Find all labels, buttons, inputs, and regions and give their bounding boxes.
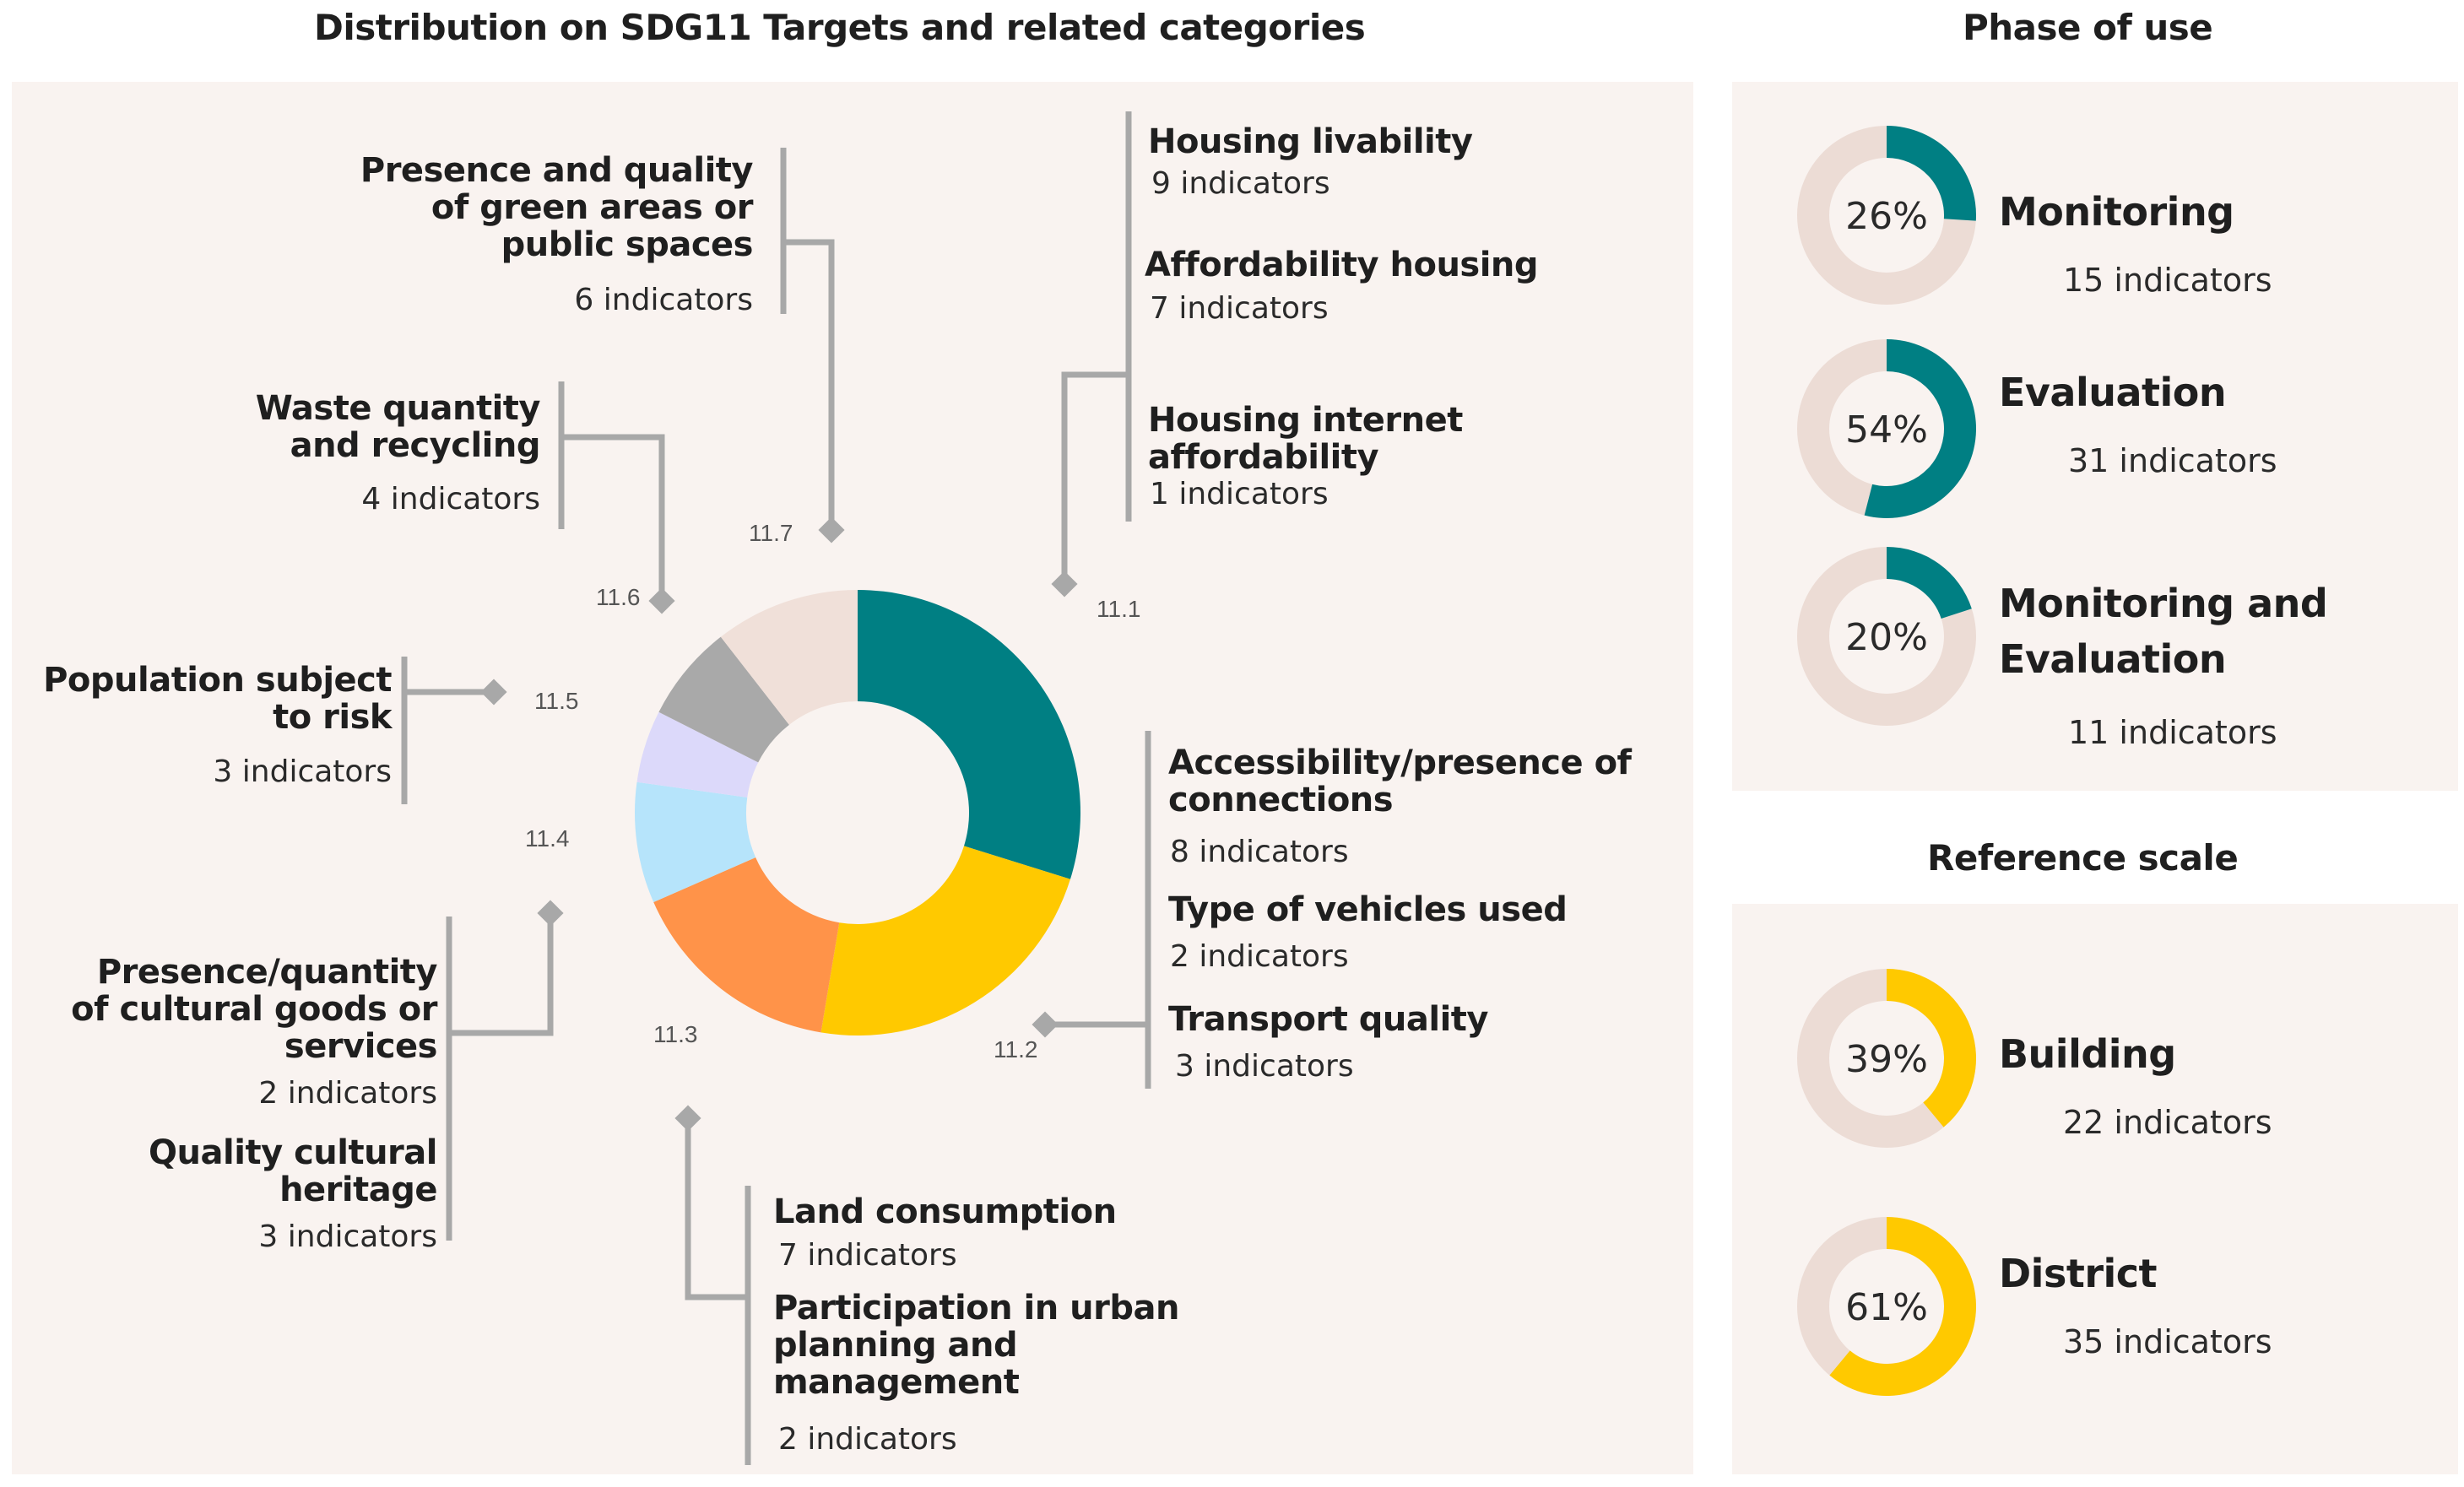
phase-evaluation-count: 31 indicators bbox=[2068, 442, 2277, 479]
connector-11-1 bbox=[1061, 111, 1132, 584]
scale-building-count: 22 indicators bbox=[2063, 1104, 2272, 1141]
marker-11-6 bbox=[648, 587, 675, 614]
ring-value-evaluation bbox=[1864, 339, 1977, 518]
category-waste: Waste quantity and recycling bbox=[255, 389, 541, 465]
scale-building-label: Building bbox=[1999, 1031, 2176, 1077]
category-land-consumption-count: 7 indicators bbox=[778, 1238, 957, 1273]
sdg11-donut bbox=[635, 590, 1080, 1035]
ring-value-monitoring bbox=[1887, 126, 1976, 221]
category-participation-planning: Participation in urban planning and mana… bbox=[773, 1289, 1179, 1402]
target-code-11-6: 11.6 bbox=[596, 584, 641, 610]
marker-11-2 bbox=[1032, 1011, 1059, 1038]
ring-percent-monitoring-and-evaluation: 20% bbox=[1845, 616, 1928, 659]
category-accessibility-connections: Accessibility/presence of connections bbox=[1168, 744, 1632, 819]
connector-11-5 bbox=[401, 657, 494, 804]
phase-monitoring-count: 15 indicators bbox=[2063, 262, 2272, 299]
connector-11-3 bbox=[685, 1118, 751, 1465]
phase-monitoring-evaluation-count: 11 indicators bbox=[2068, 714, 2277, 751]
donut-slice-11-3 bbox=[653, 857, 840, 1033]
scale-district-label: District bbox=[1999, 1251, 2158, 1296]
category-housing-internet: Housing internet affordability bbox=[1148, 401, 1463, 477]
donut-slice-11-2 bbox=[820, 846, 1070, 1035]
marker-11-7 bbox=[818, 516, 845, 543]
donut-slice-11-4 bbox=[635, 781, 756, 903]
target-code-11-1: 11.1 bbox=[1097, 596, 1141, 622]
category-population-risk-count: 3 indicators bbox=[213, 754, 392, 789]
ring-percent-monitoring: 26% bbox=[1845, 195, 1928, 238]
connector-11-4 bbox=[446, 913, 554, 1241]
category-housing-internet-count: 1 indicators bbox=[1150, 477, 1329, 511]
category-waste-count: 4 indicators bbox=[361, 482, 540, 516]
category-housing-livability: Housing livability bbox=[1148, 122, 1473, 161]
connector-11-2 bbox=[1045, 731, 1151, 1089]
main-chart-panel bbox=[12, 82, 1693, 1474]
ring-percent-district: 61% bbox=[1845, 1286, 1928, 1329]
phase-of-use-title: Phase of use bbox=[1963, 7, 2213, 48]
category-accessibility-connections-count: 8 indicators bbox=[1170, 835, 1349, 869]
marker-11-1 bbox=[1051, 570, 1078, 598]
marker-11-3 bbox=[674, 1105, 701, 1132]
category-cultural-goods: Presence/quantity of cultural goods or s… bbox=[71, 953, 437, 1066]
connector-11-7 bbox=[780, 148, 835, 530]
category-population-risk: Population subject to risk bbox=[43, 661, 392, 737]
donut-slice-11-7 bbox=[720, 590, 858, 725]
target-code-11-7: 11.7 bbox=[749, 520, 793, 546]
ring-value-building bbox=[1887, 969, 1976, 1127]
target-code-11-5: 11.5 bbox=[534, 688, 579, 714]
ring-value-monitoring-and-evaluation bbox=[1887, 547, 1972, 619]
donut-slice-11-6 bbox=[658, 636, 789, 763]
reference-scale-title: Reference scale bbox=[1927, 837, 2239, 879]
scale-district-count: 35 indicators bbox=[2063, 1323, 2272, 1360]
category-cultural-heritage-count: 3 indicators bbox=[258, 1219, 437, 1254]
category-cultural-heritage: Quality cultural heritage bbox=[149, 1133, 437, 1209]
phase-monitoring-label: Monitoring bbox=[1999, 189, 2234, 235]
category-affordability-housing: Affordability housing bbox=[1145, 246, 1539, 284]
main-chart-title: Distribution on SDG11 Targets and relate… bbox=[314, 7, 1366, 48]
category-green-areas-count: 6 indicators bbox=[574, 283, 753, 317]
phase-evaluation-label: Evaluation bbox=[1999, 370, 2227, 415]
target-code-11-3: 11.3 bbox=[653, 1021, 698, 1047]
target-code-11-2: 11.2 bbox=[994, 1036, 1038, 1063]
ring-value-district bbox=[1829, 1217, 1976, 1396]
ring-percent-building: 39% bbox=[1845, 1038, 1928, 1081]
category-housing-livability-count: 9 indicators bbox=[1151, 166, 1330, 201]
marker-11-4 bbox=[537, 900, 564, 927]
phase-of-use-panel bbox=[1732, 82, 2458, 791]
category-green-areas: Presence and quality of green areas or p… bbox=[360, 151, 754, 264]
category-transport-quality: Transport quality bbox=[1168, 1000, 1489, 1039]
donut-slice-11-5 bbox=[636, 711, 759, 798]
phase-monitoring-evaluation-label: Monitoring and Evaluation bbox=[1999, 581, 2328, 682]
connector-11-6 bbox=[558, 381, 665, 601]
ring-percent-evaluation: 54% bbox=[1845, 408, 1928, 452]
category-transport-quality-count: 3 indicators bbox=[1175, 1049, 1354, 1084]
connector-lines bbox=[401, 111, 1151, 1465]
category-cultural-goods-count: 2 indicators bbox=[258, 1076, 437, 1111]
category-land-consumption: Land consumption bbox=[773, 1192, 1117, 1231]
category-vehicles-count: 2 indicators bbox=[1170, 939, 1349, 974]
category-affordability-housing-count: 7 indicators bbox=[1150, 291, 1329, 326]
donut-slice-11-1 bbox=[858, 590, 1080, 879]
category-vehicles: Type of vehicles used bbox=[1168, 890, 1568, 929]
category-participation-planning-count: 2 indicators bbox=[778, 1422, 957, 1457]
small-donuts: 26% 54% 20% 39% 61% bbox=[1796, 126, 1977, 1396]
marker-11-5 bbox=[480, 679, 507, 706]
target-code-11-4: 11.4 bbox=[525, 825, 570, 852]
